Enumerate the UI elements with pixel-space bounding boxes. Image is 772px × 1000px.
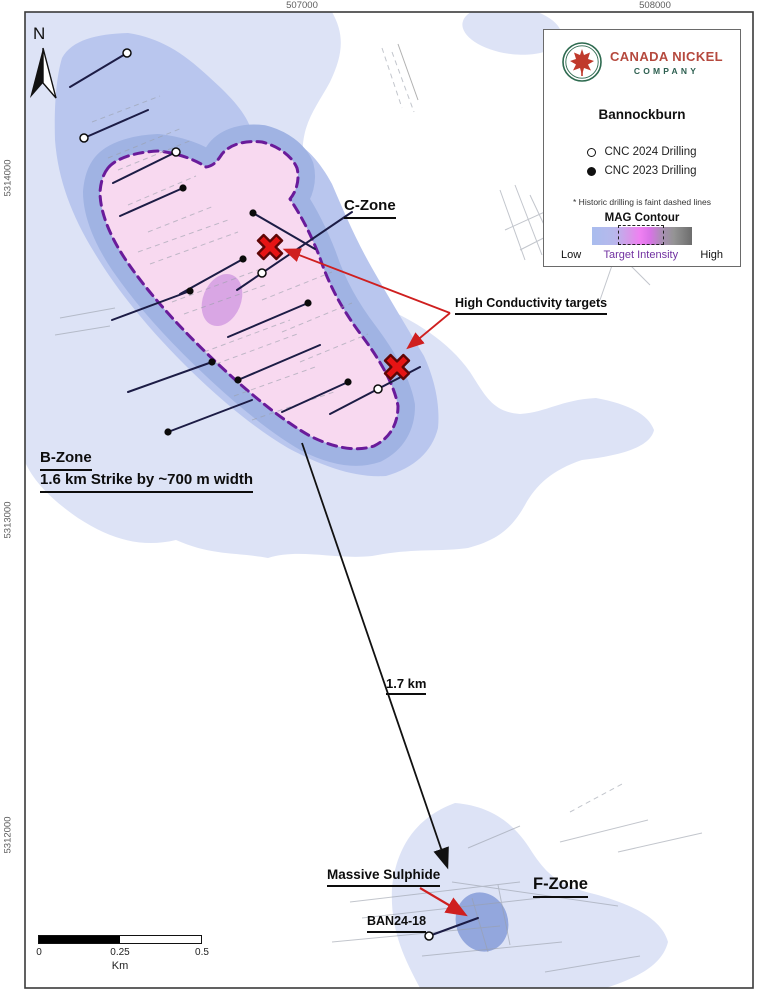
conductivity-target-x-2 xyxy=(383,353,411,381)
massive-sulphide-arrow xyxy=(419,887,468,917)
high-conductivity-label: High Conductivity targets xyxy=(455,296,608,315)
legend-items: CNC 2024 Drilling CNC 2023 Drilling xyxy=(587,146,697,177)
north-label: N xyxy=(33,24,46,43)
legend-item-2024: CNC 2024 Drilling xyxy=(587,146,697,158)
brand-logo-row: CANADA NICKEL COMPANY xyxy=(561,41,723,83)
massive-sulphide-label: Massive Sulphide xyxy=(327,867,441,887)
mag-contour-title: MAG Contour xyxy=(604,212,680,224)
scale-tick-025: 0.25 xyxy=(110,947,130,958)
historic-drilling-note: * Historic drilling is faint dashed line… xyxy=(573,197,711,207)
mag-scale-labels: Low Target Intensity High xyxy=(561,249,723,261)
brand-name: CANADA NICKEL xyxy=(609,48,724,64)
mag-high-label: High xyxy=(700,249,723,261)
grid-northing-2: 5313000 xyxy=(2,501,14,539)
legend-panel: CANADA NICKEL COMPANY Bannockburn CNC 20… xyxy=(543,29,741,267)
brand-subname: COMPANY xyxy=(633,65,700,76)
grid-northing-1: 5314000 xyxy=(2,159,14,197)
filled-circle-icon xyxy=(587,166,597,176)
conductivity-arrows xyxy=(282,248,451,350)
distance-label: 1.7 km xyxy=(386,676,427,696)
grid-easting-1: 507000 xyxy=(286,0,318,11)
scale-unit: Km xyxy=(111,960,129,972)
mag-low-label: Low xyxy=(561,249,582,261)
grid-easting-2: 508000 xyxy=(639,0,671,11)
historic-drilling-lines xyxy=(54,43,703,973)
legend-item-2023: CNC 2023 Drilling xyxy=(587,165,697,177)
drill-hole-label: BAN24-18 xyxy=(367,914,427,933)
mag-target-range-box xyxy=(618,225,664,245)
mag-target-label: Target Intensity xyxy=(603,249,679,261)
f-zone-label: F-Zone xyxy=(533,874,588,898)
b-zone-label: B-Zone 1.6 km Strike by ~700 m width xyxy=(40,449,254,493)
drill-collars-2023 xyxy=(164,184,352,436)
distance-arrow xyxy=(301,442,449,870)
open-circle-icon xyxy=(587,147,597,157)
scale-tick-0: 0 xyxy=(36,947,42,958)
scale-tick-05: 0.5 xyxy=(195,947,209,958)
drill-collars-2024 xyxy=(79,48,434,941)
c-zone-label: C-Zone xyxy=(344,197,396,219)
legend-title: Bannockburn xyxy=(598,107,686,122)
scale-bar-graphic xyxy=(38,935,202,944)
massive-sulphide-patch xyxy=(455,892,509,952)
north-arrow-icon xyxy=(30,47,57,99)
mag-gradient-bar xyxy=(592,225,692,245)
conductivity-target-x-1 xyxy=(256,233,284,261)
maple-leaf-icon xyxy=(562,42,602,82)
grid-northing-3: 5312000 xyxy=(2,816,14,854)
map-frame-border xyxy=(24,11,754,989)
